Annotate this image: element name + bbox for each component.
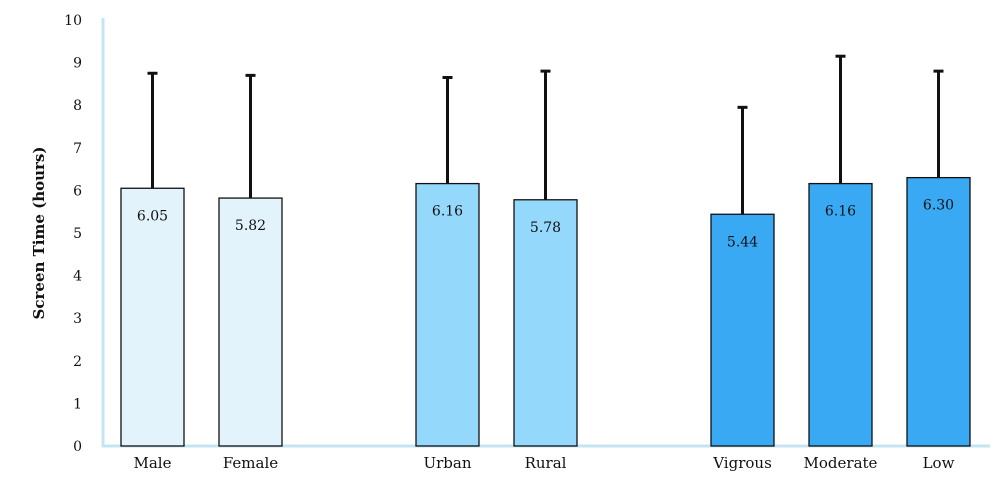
category-label-urban: Urban [423, 454, 471, 472]
category-label-rural: Rural [525, 454, 567, 472]
value-label-rural: 5.78 [530, 220, 561, 236]
y-tick-label: 10 [64, 13, 82, 29]
bars: 6.05 5.82 6.16 5.78 5.44 6.16 6.30 [120, 54, 971, 447]
value-label-female: 5.82 [235, 218, 266, 234]
bar-female [218, 197, 283, 447]
y-tick-label: 4 [73, 269, 82, 285]
y-tick-label: 5 [73, 226, 82, 242]
y-axis-title: Screen Time (hours) [30, 147, 48, 320]
value-label-urban: 6.16 [432, 204, 463, 220]
y-axis-tick-labels: 0 1 2 3 4 5 6 7 8 9 10 [64, 13, 82, 455]
value-label-moderate: 6.16 [825, 204, 856, 220]
category-label-moderate: Moderate [804, 454, 878, 472]
category-label-male: Male [134, 454, 172, 472]
y-tick-label: 7 [73, 141, 82, 157]
y-tick-label: 9 [73, 56, 82, 72]
bar-low [906, 176, 971, 447]
y-tick-label: 2 [73, 354, 82, 370]
bar-rural [513, 199, 578, 447]
bar-male [120, 187, 185, 447]
value-label-vigrous: 5.44 [727, 234, 758, 250]
y-tick-label: 8 [73, 98, 82, 114]
y-tick-label: 1 [73, 396, 82, 412]
category-label-vigrous: Vigrous [712, 454, 772, 472]
bar-moderate [808, 182, 873, 447]
y-tick-label: 0 [73, 439, 82, 455]
y-tick-label: 3 [73, 311, 82, 327]
bar-urban [415, 182, 480, 447]
category-labels: Male Female Urban Rural Vigrous Moderate Low [134, 454, 955, 472]
category-label-low: Low [923, 454, 955, 472]
value-label-male: 6.05 [137, 208, 168, 224]
value-label-low: 6.30 [923, 198, 954, 214]
category-label-female: Female [223, 454, 278, 472]
y-tick-label: 6 [73, 183, 82, 199]
